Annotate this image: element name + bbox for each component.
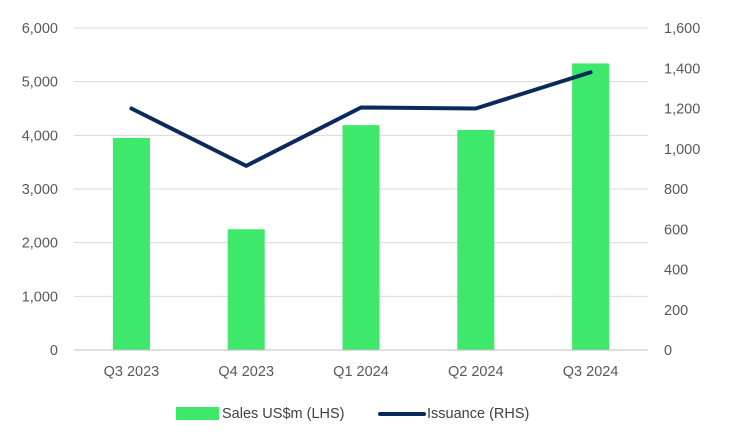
y-left-tick-label: 0 xyxy=(50,343,58,359)
y-axis-right: 0 200 400 600 800 1,000 1,200 1,400 1,600 xyxy=(664,21,700,359)
y-right-tick-label: 1,400 xyxy=(664,61,700,77)
x-axis: Q3 2023 Q4 2023 Q1 2024 Q2 2024 Q3 2024 xyxy=(74,349,648,380)
y-right-tick-label: 600 xyxy=(664,222,688,238)
bar-q2-2024 xyxy=(457,129,495,350)
bar-q4-2023 xyxy=(227,229,265,350)
y-left-tick-label: 1,000 xyxy=(22,289,58,305)
y-right-tick-label: 1,000 xyxy=(664,142,700,158)
legend-swatch-sales xyxy=(176,407,219,420)
y-right-tick-label: 800 xyxy=(664,182,688,198)
x-tick-label: Q3 2024 xyxy=(563,364,619,380)
bar-q3-2024 xyxy=(572,63,610,351)
y-right-tick-label: 1,200 xyxy=(664,102,700,118)
y-right-tick-label: 1,600 xyxy=(664,21,700,37)
legend: Sales US$m (LHS) Issuance (RHS) xyxy=(176,406,529,422)
y-left-tick-label: 4,000 xyxy=(22,128,58,144)
y-left-tick-label: 5,000 xyxy=(22,75,58,91)
bar-q1-2024 xyxy=(342,125,380,351)
y-right-tick-label: 200 xyxy=(664,303,688,319)
y-left-tick-label: 6,000 xyxy=(22,21,58,37)
y-left-tick-label: 2,000 xyxy=(22,236,58,252)
bar-q3-2023 xyxy=(112,138,150,350)
bars xyxy=(112,63,610,351)
x-tick-label: Q4 2023 xyxy=(218,364,274,380)
x-tick-label: Q2 2024 xyxy=(448,364,504,380)
legend-label-sales: Sales US$m (LHS) xyxy=(222,406,344,422)
y-right-tick-label: 400 xyxy=(664,263,688,279)
line-series xyxy=(129,70,593,168)
x-tick-label: Q3 2023 xyxy=(104,364,160,380)
y-axis-left: 0 1,000 2,000 3,000 4,000 5,000 6,000 xyxy=(22,21,58,359)
y-right-tick-label: 0 xyxy=(664,343,672,359)
legend-label-issuance: Issuance (RHS) xyxy=(427,406,529,422)
y-left-tick-label: 3,000 xyxy=(22,182,58,198)
x-tick-label: Q1 2024 xyxy=(333,364,389,380)
